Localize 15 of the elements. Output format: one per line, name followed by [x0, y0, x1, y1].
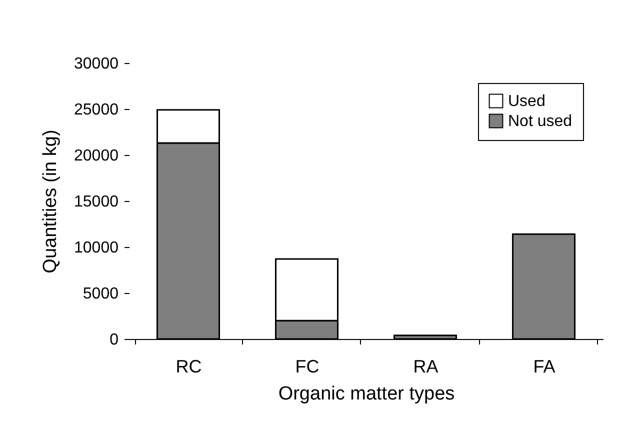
y-tick-label: 5000	[82, 286, 119, 302]
x-tick-label: FC	[295, 356, 320, 376]
y-axis-title: Quantities (in kg)	[40, 130, 62, 274]
y-tick-label: 20000	[74, 148, 119, 164]
x-tick-label: RA	[413, 356, 438, 376]
legend-label: Not used	[508, 113, 572, 130]
x-tick-label: RC	[176, 356, 202, 376]
y-tick-label: 0	[110, 332, 119, 348]
y-tick-label: 10000	[74, 240, 119, 256]
y-tick-label: 15000	[74, 194, 119, 210]
y-tick-label: 30000	[74, 56, 119, 72]
y-tick-label: 25000	[74, 102, 119, 118]
legend-label: Used	[508, 93, 546, 110]
x-tick-label: FA	[533, 356, 556, 376]
x-axis-title: Organic matter types	[278, 384, 455, 404]
